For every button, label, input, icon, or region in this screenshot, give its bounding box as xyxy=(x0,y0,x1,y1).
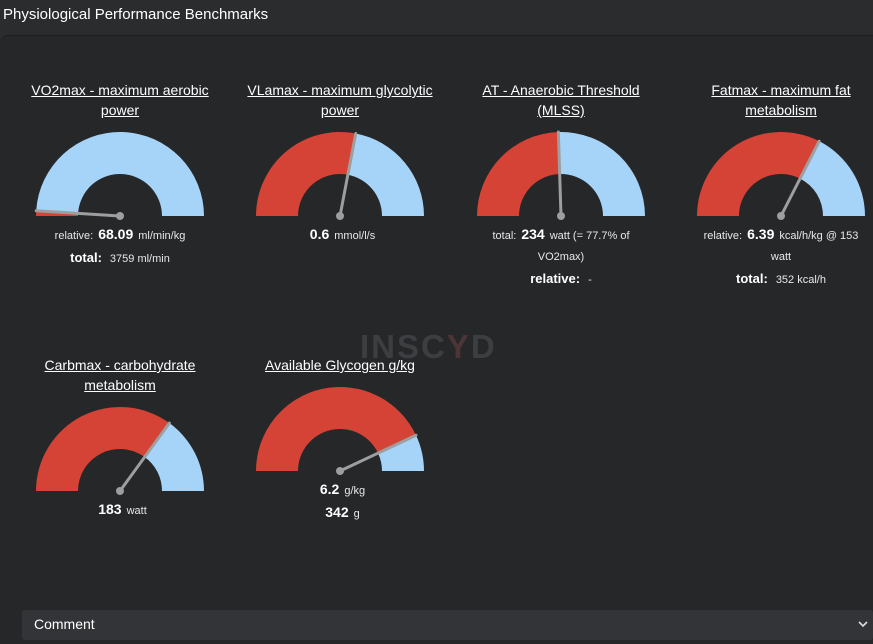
at-relative-value: - xyxy=(588,274,592,286)
at-relative-label: relative: xyxy=(530,271,581,286)
at-total-value: 234 xyxy=(521,226,545,242)
glycogen-total-unit: g xyxy=(353,508,360,520)
fatmax-gauge xyxy=(697,132,865,220)
gauge-remaining-arc xyxy=(800,141,865,216)
vo2max-card: VO2max - maximum aerobic power relative:… xyxy=(20,80,220,270)
comment-label: Comment xyxy=(34,616,95,632)
gauge-needle-hub xyxy=(116,212,124,220)
gauge-needle xyxy=(779,139,821,218)
comment-section-toggle[interactable]: Comment xyxy=(22,610,873,640)
gauge-filled-arc xyxy=(697,132,820,216)
watermark-part-b: Y xyxy=(446,328,471,365)
vlamax-card: VLamax - maximum glycolytic power 0.6 mmo… xyxy=(240,80,440,247)
gauge-needle-hub xyxy=(557,212,565,220)
glycogen-total-value: 342 xyxy=(325,504,349,520)
carbmax-card: Carbmax - carbohydrate metabolism 183 wat… xyxy=(20,355,220,522)
gauge-needle xyxy=(338,433,418,473)
gauge-filled-arc xyxy=(256,132,356,216)
gauge-filled-arc xyxy=(36,407,170,491)
vlamax-value: 0.6 xyxy=(309,226,330,242)
glycogen-relative-value: 6.2 xyxy=(319,481,340,497)
gauge-remaining-arc xyxy=(36,132,204,216)
glycogen-title-link[interactable]: Available Glycogen g/kg xyxy=(265,357,415,373)
carbmax-gauge xyxy=(36,407,204,495)
gauge-remaining-arc xyxy=(144,423,204,491)
vo2max-relative-unit: ml/min/kg xyxy=(138,230,186,242)
fatmax-total-value: 352 kcal/h xyxy=(775,274,826,286)
at-total-line: total: 234 watt (= 77.7% of xyxy=(461,224,661,247)
gauge-filled-arc xyxy=(256,387,417,471)
vo2max-relative-label: relative: xyxy=(54,230,94,242)
carbmax-unit: watt xyxy=(126,505,147,517)
fatmax-relative-line: relative: 6.39 kcal/h/kg @ 153 xyxy=(681,224,873,247)
fatmax-relative-label: relative: xyxy=(703,230,743,242)
carbmax-value: 183 xyxy=(98,501,122,517)
vlamax-unit: mmol/l/s xyxy=(334,230,376,242)
fatmax-relative-unit-cont: watt xyxy=(770,251,792,263)
vo2max-total-line: total: 3759 ml/min xyxy=(20,247,220,270)
glycogen-card: Available Glycogen g/kg 6.2 g/kg 342 g xyxy=(240,355,440,525)
watermark-part-a: INSC xyxy=(360,328,447,365)
gauge-needle xyxy=(34,209,122,218)
gauge-needle-hub xyxy=(336,467,344,475)
vo2max-relative-line: relative: 68.09 ml/min/kg xyxy=(20,224,220,247)
gauge-remaining-arc xyxy=(378,435,424,471)
vo2max-gauge xyxy=(34,132,204,220)
at-total-unit-cont: VO2max) xyxy=(537,251,585,263)
carbmax-title-link[interactable]: Carbmax - carbohydrate metabolism xyxy=(44,357,196,393)
fatmax-relative-value: 6.39 xyxy=(747,226,775,242)
fatmax-total-line: total: 352 kcal/h xyxy=(681,268,873,291)
gauge-remaining-arc xyxy=(347,133,424,216)
vo2max-total-label: total: xyxy=(70,250,102,265)
page-title: Physiological Performance Benchmarks xyxy=(3,6,269,23)
vlamax-gauge xyxy=(256,131,424,220)
fatmax-relative-unit: kcal/h/kg @ 153 xyxy=(779,230,859,242)
vo2max-relative-value: 68.09 xyxy=(98,226,134,242)
fatmax-card: Fatmax - maximum fat metabolism relative… xyxy=(681,80,873,291)
gauge-needle xyxy=(118,421,171,493)
vo2max-title-link[interactable]: VO2max - maximum aerobic power xyxy=(31,82,209,118)
watermark-part-c: D xyxy=(470,328,497,365)
gauge-needle-hub xyxy=(777,212,785,220)
gauge-needle-hub xyxy=(116,487,124,495)
fatmax-total-label: total: xyxy=(736,271,768,286)
chevron-down-icon xyxy=(858,621,868,628)
fatmax-relative-line-cont: watt xyxy=(681,247,873,268)
at-total-unit: watt (= 77.7% of xyxy=(549,230,630,242)
gauge-filled-arc xyxy=(477,132,560,216)
gauge-needle xyxy=(338,131,358,218)
glycogen-relative-line: 6.2 g/kg xyxy=(240,479,440,502)
carbmax-value-line: 183 watt xyxy=(20,499,220,522)
at-card: AT - Anaerobic Threshold (MLSS) total: 23… xyxy=(461,80,661,291)
gauge-remaining-arc xyxy=(558,132,645,216)
vlamax-title-link[interactable]: VLamax - maximum glycolytic power xyxy=(247,82,433,118)
glycogen-gauge xyxy=(256,387,424,475)
at-total-line-cont: VO2max) xyxy=(461,247,661,268)
gauge-needle-hub xyxy=(336,212,344,220)
at-relative-line: relative: - xyxy=(461,268,661,291)
at-total-label: total: xyxy=(492,230,517,242)
inscyd-watermark: INSCYD xyxy=(360,328,497,366)
vlamax-value-line: 0.6 mmol/l/s xyxy=(240,224,440,247)
glycogen-relative-unit: g/kg xyxy=(344,485,366,497)
fatmax-title-link[interactable]: Fatmax - maximum fat metabolism xyxy=(711,82,851,118)
at-title-link[interactable]: AT - Anaerobic Threshold (MLSS) xyxy=(482,82,640,118)
at-gauge xyxy=(477,130,645,220)
vo2max-total-unit: 3759 ml/min xyxy=(109,253,170,265)
glycogen-total-line: 342 g xyxy=(240,502,440,525)
gauge-needle xyxy=(556,130,563,218)
